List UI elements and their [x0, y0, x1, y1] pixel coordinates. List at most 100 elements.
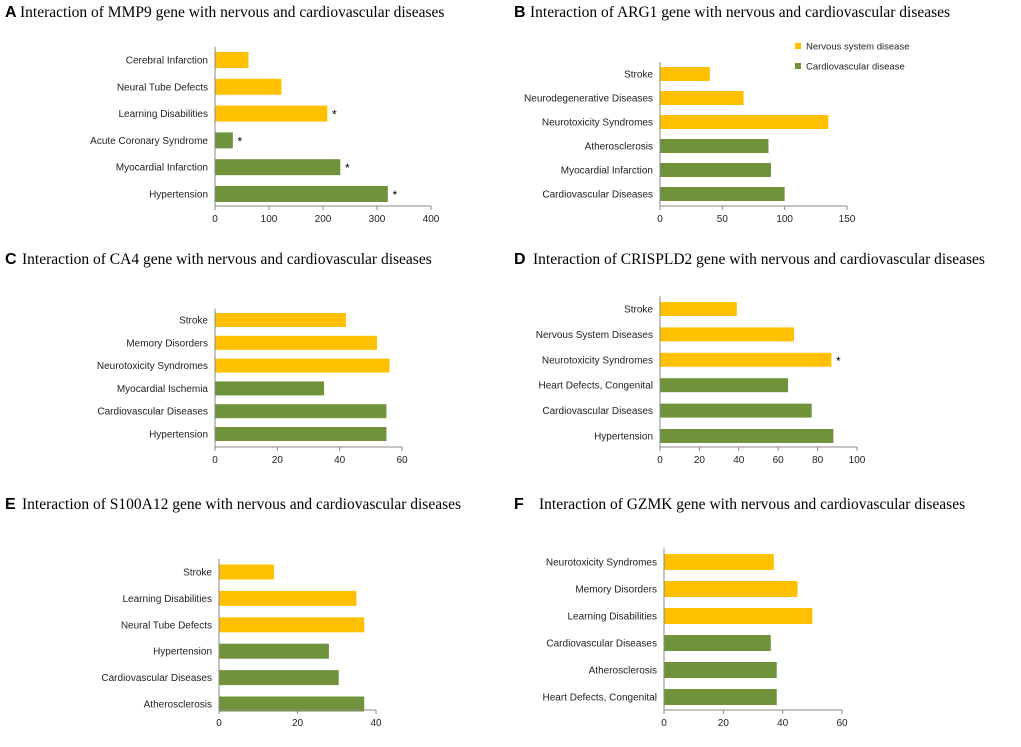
- category-label: Hypertension: [149, 430, 208, 441]
- category-label: Atherosclerosis: [144, 700, 212, 711]
- category-label: Myocardial Ischemia: [117, 384, 209, 395]
- category-label: Nervous System Diseases: [536, 330, 653, 341]
- x-tick-label: 50: [717, 214, 729, 225]
- category-label: Acute Coronary Syndrome: [90, 136, 208, 147]
- bar-nervous-system-diseases: [660, 327, 794, 342]
- category-label: Stroke: [183, 568, 212, 579]
- bar-heart-defects-congenital: [664, 689, 777, 705]
- category-label: Neurotoxicity Syndromes: [542, 118, 653, 129]
- category-label: Neural Tube Defects: [117, 82, 208, 93]
- x-tick-label: 100: [849, 455, 866, 466]
- bar-cardiovascular-diseases: [664, 635, 771, 651]
- bar-cardiovascular-diseases: [660, 403, 812, 418]
- x-tick-label: 0: [212, 455, 218, 466]
- panel-b: B Interaction of ARG1 gene with nervous a…: [514, 4, 950, 225]
- category-label: Neurodegenerative Diseases: [524, 94, 653, 105]
- bar-hypertension: [215, 427, 387, 441]
- panel-e: E Interaction of S100A12 gene with nervou…: [5, 496, 461, 729]
- category-label: Stroke: [624, 70, 653, 81]
- x-tick-label: 20: [694, 455, 706, 466]
- x-tick-label: 20: [292, 718, 304, 729]
- bar-atherosclerosis: [660, 139, 769, 153]
- x-tick-label: 150: [839, 214, 856, 225]
- legend-swatch-cardio: [795, 63, 801, 69]
- legend-label-cardio: Cardiovascular disease: [806, 62, 905, 73]
- x-tick-label: 300: [369, 214, 386, 225]
- bar-hypertension: [660, 429, 834, 443]
- bar-myocardial-infarction: [215, 159, 341, 176]
- legend-label-nervous: Nervous system disease: [806, 42, 909, 53]
- significance-marker: *: [392, 188, 397, 202]
- panel-a: A Interaction of MMP9 gene with nervous a…: [5, 4, 444, 225]
- category-label: Learning Disabilities: [123, 594, 213, 605]
- bar-stroke: [660, 67, 710, 81]
- significance-marker: *: [332, 108, 337, 122]
- x-tick-label: 40: [370, 718, 382, 729]
- x-tick-label: 100: [261, 214, 278, 225]
- x-tick-label: 0: [212, 214, 218, 225]
- category-label: Learning Disabilities: [568, 612, 658, 623]
- panel-letter: A: [5, 4, 17, 21]
- category-label: Memory Disorders: [126, 338, 208, 349]
- bar-atherosclerosis: [664, 662, 777, 678]
- category-label: Hypertension: [594, 432, 653, 443]
- category-label: Neural Tube Defects: [121, 620, 212, 631]
- category-label: Stroke: [179, 316, 208, 327]
- x-tick-label: 0: [216, 718, 222, 729]
- bar-cardiovascular-diseases: [660, 187, 785, 201]
- panel-letter: F: [514, 496, 524, 513]
- x-tick-label: 60: [396, 455, 408, 466]
- category-label: Hypertension: [153, 647, 212, 658]
- bar-myocardial-ischemia: [215, 381, 325, 396]
- x-tick-label: 400: [423, 214, 440, 225]
- category-label: Cardiovascular Diseases: [542, 190, 653, 201]
- significance-marker: *: [237, 134, 242, 148]
- category-label: Heart Defects, Congenital: [542, 693, 657, 704]
- bar-neurotoxicity-syndromes: [660, 352, 832, 367]
- category-label: Cardiovascular Diseases: [542, 406, 653, 417]
- bar-cardiovascular-diseases: [215, 404, 387, 419]
- x-tick-label: 40: [777, 718, 789, 729]
- bar-neural-tube-defects: [215, 78, 282, 95]
- x-tick-label: 40: [334, 455, 346, 466]
- panel-c: C Interaction of CA4 gene with nervous an…: [5, 251, 432, 466]
- category-label: Myocardial Infarction: [561, 166, 653, 177]
- category-label: Cerebral Infarction: [126, 56, 208, 67]
- category-label: Neurotoxicity Syndromes: [97, 361, 208, 372]
- panel-letter: B: [514, 4, 526, 21]
- category-label: Stroke: [624, 305, 653, 316]
- bar-neural-tube-defects: [219, 617, 365, 633]
- significance-marker: *: [836, 354, 841, 368]
- bar-memory-disorders: [215, 335, 378, 350]
- x-tick-label: 20: [718, 718, 730, 729]
- category-label: Atherosclerosis: [585, 142, 653, 153]
- bar-learning-disabilities: [664, 608, 813, 624]
- category-label: Myocardial Infarction: [116, 163, 208, 174]
- panel-letter: D: [514, 251, 526, 268]
- significance-marker: *: [345, 161, 350, 175]
- bar-neurodegenerative-diseases: [660, 91, 744, 105]
- x-tick-label: 60: [836, 718, 848, 729]
- bar-stroke: [215, 313, 346, 327]
- bar-cerebral-infarction: [215, 52, 249, 68]
- panel-letter: C: [5, 251, 17, 268]
- bar-stroke: [660, 302, 737, 316]
- x-tick-label: 60: [773, 455, 785, 466]
- category-label: Cardiovascular Diseases: [546, 639, 657, 650]
- bar-heart-defects-congenital: [660, 378, 789, 393]
- category-label: Atherosclerosis: [589, 666, 657, 677]
- x-tick-label: 80: [812, 455, 824, 466]
- bar-acute-coronary-syndrome: [215, 132, 233, 149]
- panel-title: Interaction of CRISPLD2 gene with nervou…: [533, 251, 985, 268]
- bar-learning-disabilities: [219, 590, 357, 606]
- bar-atherosclerosis: [219, 696, 365, 712]
- bar-stroke: [219, 564, 274, 580]
- category-label: Cardiovascular Diseases: [97, 407, 208, 418]
- bar-memory-disorders: [664, 581, 798, 597]
- bar-learning-disabilities: [215, 105, 328, 122]
- category-label: Hypertension: [149, 190, 208, 201]
- bar-myocardial-infarction: [660, 163, 771, 177]
- x-tick-label: 0: [661, 718, 667, 729]
- x-tick-label: 0: [657, 214, 663, 225]
